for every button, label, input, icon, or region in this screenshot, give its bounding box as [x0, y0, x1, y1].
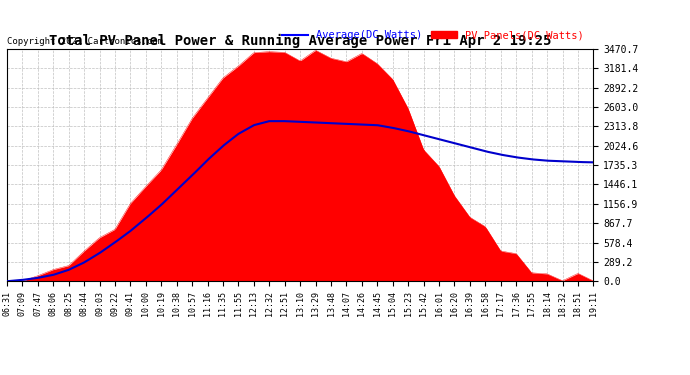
Title: Total PV Panel Power & Running Average Power Fri Apr 2 19:25: Total PV Panel Power & Running Average P… — [49, 33, 551, 48]
Text: Copyright 2021 Cartronics.com: Copyright 2021 Cartronics.com — [7, 38, 163, 46]
Legend: Average(DC Watts), PV Panels(DC Watts): Average(DC Watts), PV Panels(DC Watts) — [278, 26, 588, 44]
